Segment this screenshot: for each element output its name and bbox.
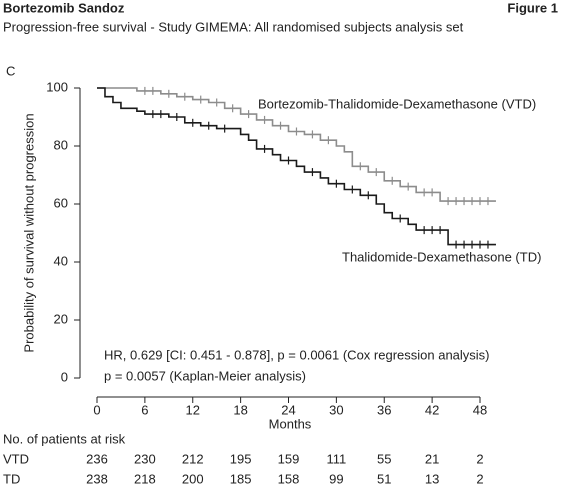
y-tick-label: 0 [61, 369, 68, 384]
risk-value: 238 [86, 471, 108, 486]
risk-value: 99 [329, 471, 343, 486]
survival-curve [97, 87, 496, 202]
x-tick-label: 24 [281, 402, 295, 417]
annotation: HR, 0.629 [CI: 0.451 - 0.878], p = 0.006… [104, 347, 490, 362]
x-tick-label: 48 [473, 402, 487, 417]
risk-value: 2 [476, 451, 483, 466]
annotation: p = 0.0057 (Kaplan-Meier analysis) [104, 368, 306, 383]
y-tick-label: 40 [54, 253, 68, 268]
figure-label: Figure 1 [507, 0, 558, 15]
risk-value: 111 [326, 451, 346, 466]
y-tick-label: 20 [54, 311, 68, 326]
risk-value: 195 [230, 451, 252, 466]
risk-value: 230 [134, 451, 156, 466]
x-tick-label: 6 [141, 402, 148, 417]
survival-curve [97, 87, 496, 246]
series-label: Thalidomide-Dexamethasone (TD) [342, 249, 541, 264]
risk-value: 13 [425, 471, 439, 486]
x-tick-label: 0 [93, 402, 100, 417]
series-label: Bortezomib-Thalidomide-Dexamethasone (VT… [258, 96, 536, 111]
company: Bortezomib Sandoz [3, 0, 125, 15]
risk-value: 185 [230, 471, 252, 486]
x-tick-label: 42 [425, 402, 439, 417]
x-tick-label: 30 [329, 402, 343, 417]
risk-row-label: TD [3, 471, 20, 486]
risk-value: 159 [278, 451, 300, 466]
x-tick-label: 36 [377, 402, 391, 417]
subtitle: Progression-free survival - Study GIMEMA… [3, 19, 464, 34]
y-axis-label: Probability of survival without progress… [21, 113, 36, 352]
y-tick-label: 60 [54, 195, 68, 210]
risk-title: No. of patients at risk [3, 431, 126, 446]
panel-label: C [6, 63, 15, 78]
risk-value: 21 [425, 451, 439, 466]
risk-value: 158 [278, 471, 300, 486]
y-tick-label: 80 [54, 137, 68, 152]
y-tick-label: 100 [46, 79, 68, 94]
risk-value: 218 [134, 471, 156, 486]
x-tick-label: 18 [233, 402, 247, 417]
risk-value: 212 [182, 451, 204, 466]
risk-value: 200 [182, 471, 204, 486]
risk-value: 236 [86, 451, 108, 466]
risk-value: 55 [377, 451, 391, 466]
risk-row-label: VTD [3, 451, 29, 466]
x-tick-label: 12 [186, 402, 200, 417]
risk-value: 2 [476, 471, 483, 486]
x-axis-label: Months [269, 416, 312, 431]
risk-value: 51 [377, 471, 391, 486]
